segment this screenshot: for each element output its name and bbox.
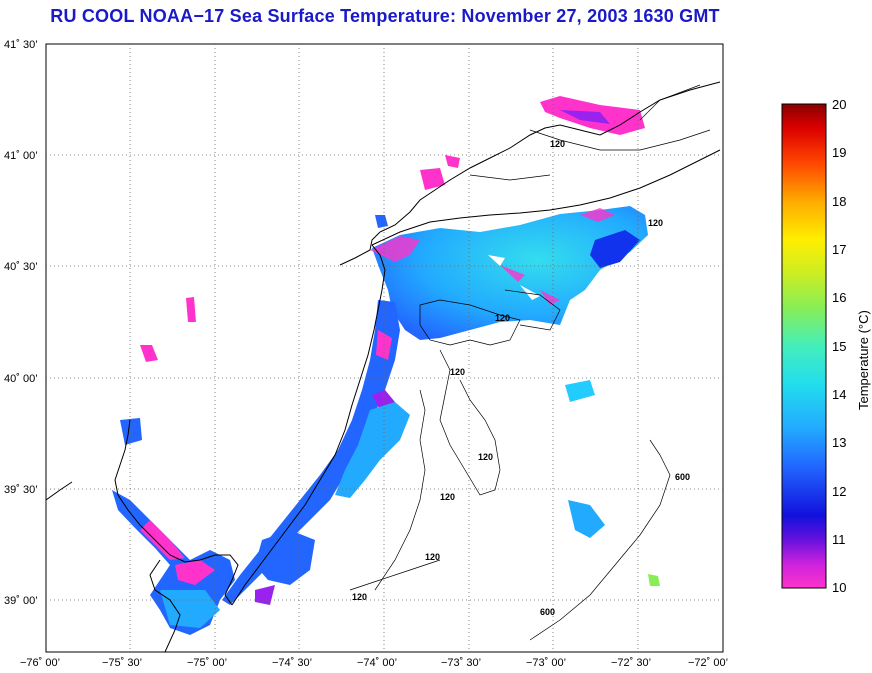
lat-label: 41˚ 30’ [4, 39, 38, 51]
colorbar-tick: 15 [832, 339, 846, 354]
graticule [46, 44, 723, 652]
coastlines [46, 81, 721, 652]
colorbar-tick: 10 [832, 580, 846, 595]
longitude-labels: −76˚ 00’ −75˚ 30’ −75˚ 00’ −74˚ 30’ −74˚… [20, 657, 728, 669]
lon-label: −72˚ 30’ [611, 657, 651, 669]
lat-label: 40˚ 00’ [4, 373, 38, 385]
colorbar-tick: 12 [832, 484, 846, 499]
lon-label: −76˚ 00’ [20, 657, 60, 669]
bathymetry-contours [349, 84, 711, 641]
lat-label: 40˚ 30’ [4, 261, 38, 273]
latitude-labels: 41˚ 30’ 41˚ 00’ 40˚ 30’ 40˚ 00’ 39˚ 30’ … [4, 39, 38, 607]
lon-label: −75˚ 00’ [187, 657, 227, 669]
lat-label: 39˚ 00’ [4, 595, 38, 607]
colorbar-tick: 14 [832, 387, 846, 402]
colorbar-title: Temperature (°C) [856, 310, 871, 410]
contour-label: 120 [440, 492, 455, 502]
contour-labels: 120 120 120 120 120 120 120 120 600 600 [352, 139, 690, 617]
colorbar-tick: 11 [832, 532, 846, 547]
colorbar-gradient [781, 103, 827, 589]
colorbar: 20 19 18 17 16 15 14 13 12 11 10 Tempera… [781, 97, 871, 595]
colorbar-tick: 16 [832, 290, 846, 305]
colorbar-tick: 13 [832, 435, 846, 450]
contour-label: 120 [648, 218, 663, 228]
contour-label: 600 [675, 472, 690, 482]
lon-label: −73˚ 00’ [526, 657, 566, 669]
contour-label: 120 [478, 452, 493, 462]
lat-label: 41˚ 00’ [4, 150, 38, 162]
colorbar-tick: 19 [832, 145, 846, 160]
contour-label: 120 [550, 139, 565, 149]
lon-label: −74˚ 00’ [357, 657, 397, 669]
contour-label: 120 [425, 552, 440, 562]
contour-label: 120 [352, 592, 367, 602]
colorbar-tick: 20 [832, 97, 846, 112]
contour-label: 600 [540, 607, 555, 617]
colorbar-tick: 17 [832, 242, 846, 257]
map-title: RU COOL NOAA−17 Sea Surface Temperature:… [50, 6, 720, 26]
contour-label: 120 [495, 313, 510, 323]
contour-label: 120 [450, 367, 465, 377]
lon-label: −74˚ 30’ [272, 657, 312, 669]
lon-label: −72˚ 00’ [688, 657, 728, 669]
lon-label: −73˚ 30’ [441, 657, 481, 669]
colorbar-tick: 18 [832, 194, 846, 209]
sst-patches [112, 96, 660, 635]
lon-label: −75˚ 30’ [102, 657, 142, 669]
lat-label: 39˚ 30’ [4, 484, 38, 496]
